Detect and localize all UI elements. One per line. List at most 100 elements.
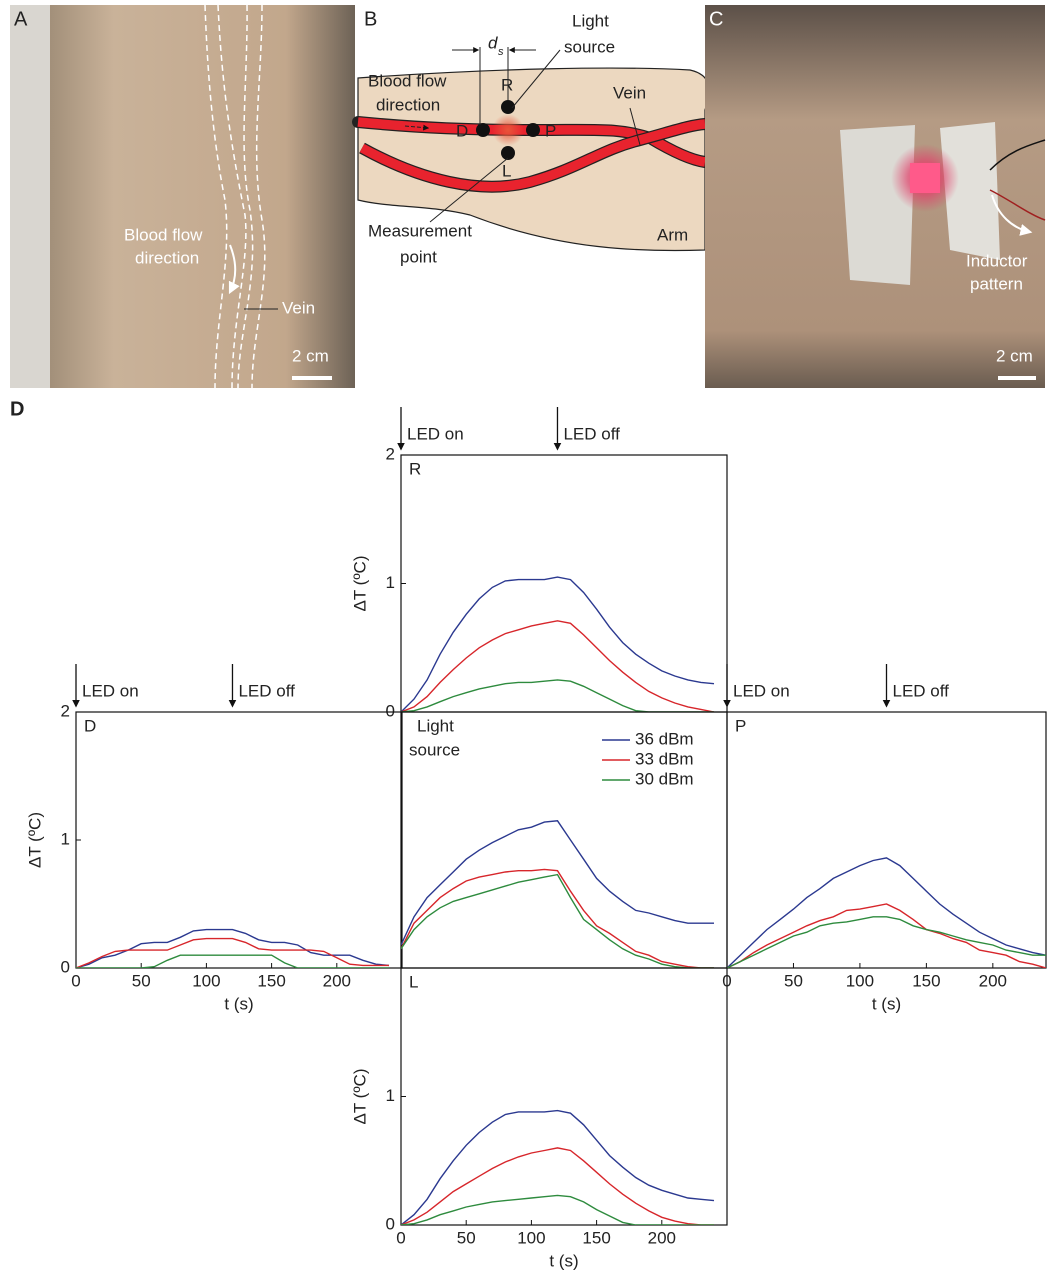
series-line [727, 858, 1046, 968]
annotation: Blood flow [124, 225, 203, 244]
series-line [401, 577, 714, 712]
x-tick-label: 150 [912, 971, 940, 990]
plot-frame [76, 712, 402, 968]
panel-label: C [709, 8, 723, 30]
y-tick-label: 1 [386, 1086, 395, 1105]
point-l [501, 146, 515, 160]
panel-label: A [14, 8, 28, 30]
panel-b: B d s Light source Blood flow direction … [358, 8, 709, 266]
photo-background [10, 5, 50, 388]
annotation: Arm [657, 225, 688, 244]
subplot-label: P [735, 716, 746, 735]
x-tick-label: 200 [323, 971, 351, 990]
x-tick-label: 100 [517, 1228, 545, 1247]
series-line [401, 1111, 714, 1225]
panel-label: B [364, 8, 377, 30]
annotation: source [564, 37, 615, 56]
series-line [76, 930, 389, 968]
point-label: R [501, 75, 513, 94]
x-tick-label: 100 [846, 971, 874, 990]
y-axis-label: ΔT (ºC) [350, 556, 369, 612]
point-d [476, 123, 490, 137]
x-tick-label: 0 [71, 971, 80, 990]
subplot-label: D [84, 716, 96, 735]
annotation: direction [135, 248, 199, 267]
x-tick-label: 50 [784, 971, 803, 990]
y-tick-label: 1 [61, 829, 70, 848]
y-tick-label: 1 [386, 573, 395, 592]
y-axis-label: ΔT (ºC) [350, 1069, 369, 1125]
series-line [401, 875, 714, 968]
panel-label: D [10, 398, 24, 420]
series-line [401, 821, 714, 945]
x-axis-label: t (s) [872, 994, 901, 1013]
panel-c: C Inductor pattern 2 cm [705, 5, 1045, 388]
annotation: Light [572, 11, 609, 30]
annotation: Inductor [966, 251, 1028, 270]
x-tick-label: 200 [979, 971, 1007, 990]
led [910, 163, 940, 193]
x-tick-label: 200 [648, 1228, 676, 1247]
series-line [76, 955, 389, 968]
annotation: Measurement [368, 221, 472, 240]
subplot-label: Light [417, 716, 454, 735]
annotation: LED on [407, 424, 464, 443]
legend-label: 36 dBm [635, 729, 694, 748]
series-line [401, 1195, 714, 1225]
subplot: 0 1 2 ΔT (ºC) R LED on LED off [350, 407, 727, 720]
x-axis-label: t (s) [549, 1251, 578, 1270]
scale-label: 2 cm [292, 346, 329, 365]
point-label: P [545, 121, 556, 140]
x-tick-label: 150 [257, 971, 285, 990]
scale-label: 2 cm [996, 346, 1033, 365]
y-tick-label: 0 [386, 1214, 395, 1233]
tape [840, 125, 915, 285]
annotation: LED off [238, 681, 295, 700]
series-line [401, 680, 714, 712]
point-p [526, 123, 540, 137]
annotation: Blood flow [368, 71, 447, 90]
y-tick-label: 2 [61, 701, 70, 720]
page: {"panels": { "A": {"label": "A", "blood_… [0, 0, 1047, 1283]
annotation: direction [376, 95, 440, 114]
dimension-label: d [488, 33, 498, 52]
y-tick-label: 2 [386, 444, 395, 463]
subplot-label: L [409, 972, 418, 991]
subplot-label: R [409, 459, 421, 478]
x-tick-label: 50 [132, 971, 151, 990]
point-label: D [456, 121, 468, 140]
legend-label: 30 dBm [635, 769, 694, 788]
annotation: Vein [613, 83, 646, 102]
x-tick-label: 50 [457, 1228, 476, 1247]
series-line [727, 917, 1046, 968]
series-line [401, 1148, 714, 1225]
y-tick-label: 0 [386, 701, 395, 720]
annotation: LED on [82, 681, 139, 700]
x-tick-label: 150 [582, 1228, 610, 1247]
panel-a: A Blood flow direction Vein 2 cm [10, 5, 355, 388]
light-glow [492, 114, 524, 146]
annotation: LED off [563, 424, 620, 443]
subplot-label: source [409, 740, 460, 759]
x-tick-label: 100 [192, 971, 220, 990]
photo-arm [10, 5, 355, 388]
annotation: LED on [733, 681, 790, 700]
point-label: L [502, 161, 511, 180]
y-axis-label: ΔT (ºC) [25, 812, 44, 868]
plot-frame [727, 712, 1046, 968]
dimension-subscript: s [498, 46, 504, 58]
figure: A Blood flow direction Vein 2 cm B d s L… [0, 0, 1047, 1283]
series-line [76, 939, 389, 968]
annotation: point [400, 247, 437, 266]
annotation: pattern [970, 274, 1023, 293]
x-axis-label: t (s) [224, 994, 253, 1013]
series-line [727, 904, 1046, 968]
y-tick-label: 0 [61, 957, 70, 976]
annotation: Vein [282, 298, 315, 317]
plot-frame [401, 968, 727, 1225]
x-tick-label: 0 [396, 1228, 405, 1247]
legend-label: 33 dBm [635, 749, 694, 768]
subplot: 0 1 0 50 100 150 200 ΔT (ºC) t (s) L [350, 968, 727, 1270]
